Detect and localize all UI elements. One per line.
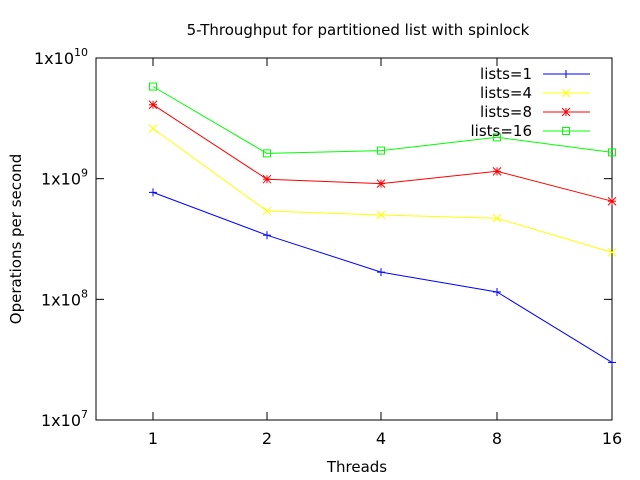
legend-marker bbox=[562, 70, 570, 78]
legend-marker bbox=[562, 108, 570, 116]
y-axis-label: Operations per second bbox=[7, 154, 25, 324]
series-line bbox=[153, 105, 612, 202]
y-tick-exponent: 7 bbox=[81, 408, 88, 421]
data-point bbox=[493, 288, 501, 296]
y-tick-label: 1x107 bbox=[41, 408, 88, 430]
x-tick-label: 16 bbox=[602, 429, 622, 448]
data-point bbox=[608, 197, 616, 205]
x-axis-label: Threads bbox=[326, 458, 387, 476]
x-tick-label: 2 bbox=[262, 429, 272, 448]
y-tick-label: 1x108 bbox=[41, 287, 88, 309]
y-tick-base: 1x10 bbox=[41, 290, 81, 309]
legend-label: lists=8 bbox=[480, 103, 532, 121]
plot-frame bbox=[96, 58, 612, 420]
series-lists=8 bbox=[149, 101, 616, 206]
y-tick-base: 1x10 bbox=[34, 49, 74, 68]
series-line bbox=[153, 192, 612, 362]
series-layer bbox=[149, 83, 616, 366]
legend-label: lists=4 bbox=[480, 84, 532, 102]
y-tick-base: 1x10 bbox=[41, 170, 81, 189]
y-tick-label: 1x109 bbox=[41, 167, 88, 189]
data-point bbox=[263, 231, 271, 239]
series-line bbox=[153, 87, 612, 154]
data-point bbox=[608, 358, 616, 366]
x-tick-label: 1 bbox=[148, 429, 158, 448]
chart-title: 5-Throughput for partitioned list with s… bbox=[187, 21, 530, 39]
y-tick-label: 1x1010 bbox=[34, 46, 88, 68]
x-tick-label: 4 bbox=[376, 429, 386, 448]
y-tick-exponent: 10 bbox=[74, 46, 88, 59]
data-point bbox=[149, 125, 157, 133]
series-lists=4 bbox=[149, 125, 616, 257]
data-point bbox=[149, 101, 157, 109]
data-point bbox=[493, 167, 501, 175]
series-lists=16 bbox=[150, 83, 616, 157]
x-tick-label: 8 bbox=[492, 429, 502, 448]
y-tick-exponent: 8 bbox=[81, 287, 88, 300]
legend-label: lists=1 bbox=[480, 65, 532, 83]
legend-label: lists=16 bbox=[470, 122, 532, 140]
data-point bbox=[149, 188, 157, 196]
y-tick-exponent: 9 bbox=[81, 167, 88, 180]
data-point bbox=[377, 268, 385, 276]
y-tick-base: 1x10 bbox=[41, 411, 81, 430]
data-point bbox=[263, 175, 271, 183]
data-point bbox=[377, 180, 385, 188]
